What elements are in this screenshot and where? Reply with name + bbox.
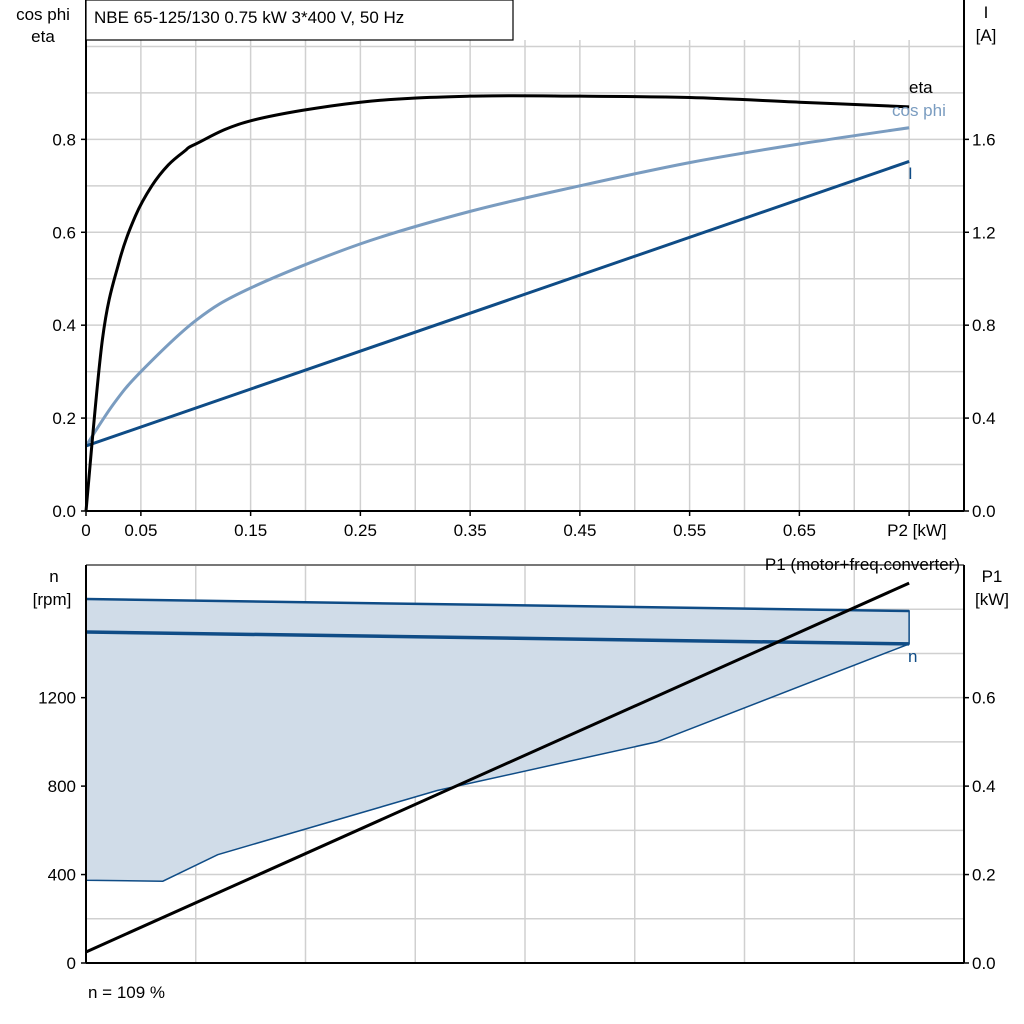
x-tick-label: 0.05 — [124, 521, 157, 540]
label-cos-phi: cos phi — [892, 101, 946, 120]
speed-note: n = 109 % — [88, 983, 165, 1002]
chart-title: NBE 65-125/130 0.75 kW 3*400 V, 50 Hz — [94, 8, 404, 27]
x-tick-label: 0.65 — [783, 521, 816, 540]
speed-band — [85, 598, 910, 882]
title-box — [85, 0, 514, 41]
y2-tick-label: 1.2 — [972, 223, 996, 242]
y-tick-label: 800 — [48, 777, 76, 796]
axes: 0 0.05 0.15 0.25 0.35 0.45 0.55 0.65 P2 [kW] 0.0 0… — [38, 0, 996, 973]
bottom-left-axis-label-rpm: [rpm] — [33, 590, 72, 609]
bottom-right-axis-label-p1: P1 — [982, 567, 1003, 586]
y2-tick-label: 0.4 — [972, 777, 996, 796]
x-tick-label: 0.15 — [234, 521, 267, 540]
label-p1: P1 (motor+freq.converter) — [765, 555, 960, 574]
x-tick-label: 0.45 — [563, 521, 596, 540]
label-n: n — [908, 647, 917, 666]
y2-tick-label: 0.0 — [972, 954, 996, 973]
series-current — [85, 160, 910, 448]
y-tick-label: 400 — [48, 866, 76, 885]
series-n — [85, 630, 910, 646]
label-eta: eta — [909, 78, 933, 97]
y-tick-label: 0.2 — [52, 409, 76, 428]
y-tick-label: 0.8 — [52, 130, 76, 149]
x-tick-label: 0.25 — [344, 521, 377, 540]
y2-tick-label: 0.6 — [972, 689, 996, 708]
y2-tick-label: 1.6 — [972, 130, 996, 149]
top-grid — [86, 40, 964, 511]
speed-band-max — [85, 597, 910, 613]
y2-tick-label: 0.8 — [972, 316, 996, 335]
y-tick-label: 1200 — [38, 689, 76, 708]
series-eta — [84, 94, 910, 512]
x-tick-label: P2 [kW] — [887, 521, 947, 540]
series-cos-phi — [84, 126, 910, 447]
y-tick-label: 0.4 — [52, 316, 76, 335]
x-tick-label: 0.55 — [673, 521, 706, 540]
y2-tick-label: 0.2 — [972, 866, 996, 885]
bottom-right-axis-label-kw: [kW] — [975, 590, 1009, 609]
y-tick-label: 0.6 — [52, 223, 76, 242]
label-i: I — [908, 164, 913, 183]
y-tick-label: 0.0 — [52, 502, 76, 521]
left-axis-label-cosphi: cos phi — [16, 5, 70, 24]
y-tick-label: 0 — [67, 954, 76, 973]
left-axis-label-eta: eta — [31, 27, 55, 46]
x-tick-label: 0.35 — [454, 521, 487, 540]
series-p1 — [85, 581, 910, 954]
y2-tick-label: 0.4 — [972, 409, 996, 428]
bottom-left-axis-label-n: n — [49, 567, 58, 586]
y2-tick-label: 0.0 — [972, 502, 996, 521]
x-tick-label: 0 — [81, 521, 90, 540]
chart-marks — [84, 94, 910, 954]
right-axis-label-i: I — [984, 3, 989, 22]
right-axis-label-a: [A] — [976, 26, 997, 45]
